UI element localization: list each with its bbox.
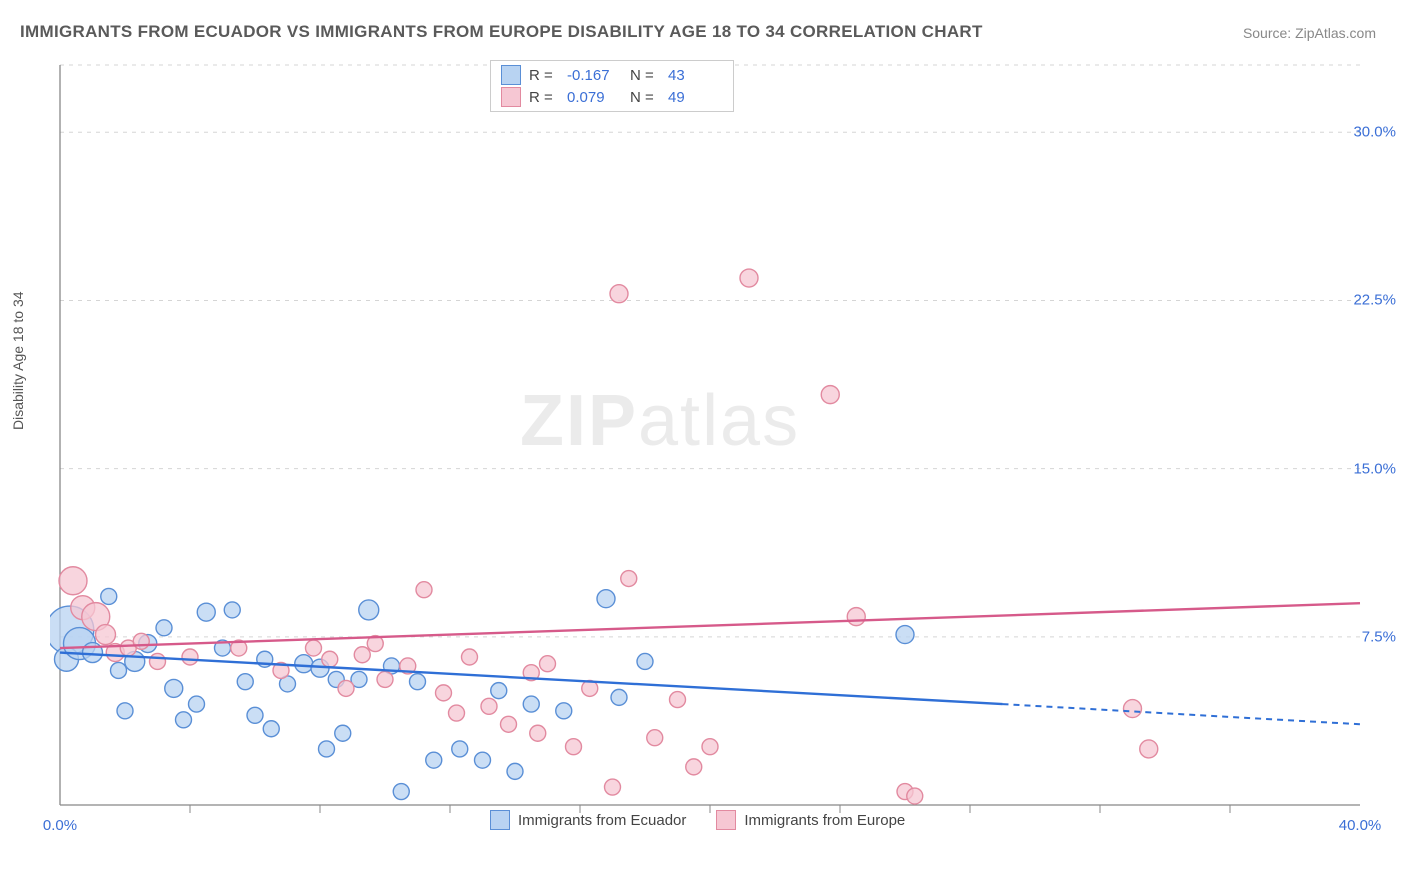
chart-area: ZIPatlas R =-0.167N =43R =0.079N =49 Imm… xyxy=(50,60,1370,830)
source-label: Source: xyxy=(1243,25,1291,41)
scatter-point xyxy=(96,625,116,645)
r-label: R = xyxy=(529,67,559,84)
scatter-point xyxy=(491,683,507,699)
scatter-point xyxy=(907,788,923,804)
scatter-point xyxy=(621,571,637,587)
scatter-point xyxy=(165,679,183,697)
scatter-point xyxy=(176,712,192,728)
scatter-point xyxy=(189,696,205,712)
y-tick-label: 22.5% xyxy=(1353,292,1396,309)
scatter-point xyxy=(247,707,263,723)
scatter-point xyxy=(263,721,279,737)
chart-title: IMMIGRANTS FROM ECUADOR VS IMMIGRANTS FR… xyxy=(20,22,983,42)
scatter-point xyxy=(393,784,409,800)
scatter-point xyxy=(295,655,313,673)
scatter-point xyxy=(319,741,335,757)
scatter-point xyxy=(740,269,758,287)
n-value: 49 xyxy=(668,89,723,106)
scatter-point xyxy=(452,741,468,757)
scatter-point xyxy=(156,620,172,636)
scatter-point xyxy=(896,626,914,644)
n-label: N = xyxy=(630,67,660,84)
scatter-point xyxy=(670,692,686,708)
scatter-point xyxy=(237,674,253,690)
scatter-point xyxy=(556,703,572,719)
scatter-point xyxy=(182,649,198,665)
scatter-point xyxy=(702,739,718,755)
scatter-point xyxy=(1124,700,1142,718)
scatter-point xyxy=(410,674,426,690)
scatter-point xyxy=(462,649,478,665)
scatter-point xyxy=(359,600,379,620)
scatter-chart-svg xyxy=(50,60,1370,830)
scatter-point xyxy=(481,698,497,714)
r-value: -0.167 xyxy=(567,67,622,84)
n-value: 43 xyxy=(668,67,723,84)
legend-label: Immigrants from Europe xyxy=(744,812,905,829)
y-tick-label: 7.5% xyxy=(1362,628,1396,645)
scatter-point xyxy=(436,685,452,701)
scatter-point xyxy=(475,752,491,768)
scatter-point xyxy=(637,653,653,669)
trend-line-dashed xyxy=(1003,704,1361,724)
source-attribution: Source: ZipAtlas.com xyxy=(1243,25,1376,41)
correlation-legend: R = -0.167 N = 43 R = 0.079 N = 49 xyxy=(490,60,734,112)
n-label: N = xyxy=(630,89,660,106)
legend-row: R = 0.079 N = 49 xyxy=(501,86,723,108)
scatter-point xyxy=(150,653,166,669)
series-legend: Immigrants from Ecuador Immigrants from E… xyxy=(490,810,905,830)
scatter-point xyxy=(133,633,149,649)
scatter-point xyxy=(686,759,702,775)
scatter-point xyxy=(605,779,621,795)
scatter-point xyxy=(507,763,523,779)
scatter-point xyxy=(426,752,442,768)
scatter-point xyxy=(821,386,839,404)
scatter-point xyxy=(354,647,370,663)
legend-row: R = -0.167 N = 43 xyxy=(501,64,723,86)
legend-swatch xyxy=(501,87,521,107)
x-tick-label: 40.0% xyxy=(1339,817,1382,834)
legend-item: Immigrants from Europe xyxy=(716,810,905,830)
scatter-point xyxy=(523,696,539,712)
scatter-point xyxy=(306,640,322,656)
scatter-point xyxy=(111,662,127,678)
r-value: 0.079 xyxy=(567,89,622,106)
legend-item: Immigrants from Ecuador xyxy=(490,810,686,830)
scatter-point xyxy=(501,716,517,732)
scatter-point xyxy=(597,590,615,608)
source-link[interactable]: ZipAtlas.com xyxy=(1295,25,1376,41)
y-tick-label: 15.0% xyxy=(1353,460,1396,477)
scatter-point xyxy=(611,689,627,705)
scatter-point xyxy=(566,739,582,755)
scatter-point xyxy=(197,603,215,621)
legend-swatch xyxy=(501,65,521,85)
y-axis-label: Disability Age 18 to 34 xyxy=(10,291,26,430)
legend-swatch xyxy=(716,810,736,830)
scatter-point xyxy=(59,567,87,595)
legend-label: Immigrants from Ecuador xyxy=(518,812,686,829)
scatter-point xyxy=(416,582,432,598)
scatter-point xyxy=(530,725,546,741)
scatter-point xyxy=(1140,740,1158,758)
scatter-point xyxy=(322,651,338,667)
scatter-point xyxy=(540,656,556,672)
scatter-point xyxy=(338,680,354,696)
scatter-point xyxy=(610,285,628,303)
scatter-point xyxy=(101,588,117,604)
legend-swatch xyxy=(490,810,510,830)
scatter-point xyxy=(117,703,133,719)
y-tick-label: 30.0% xyxy=(1353,124,1396,141)
scatter-point xyxy=(847,608,865,626)
scatter-point xyxy=(224,602,240,618)
trend-line xyxy=(60,603,1360,648)
r-label: R = xyxy=(529,89,559,106)
scatter-point xyxy=(647,730,663,746)
x-tick-label: 0.0% xyxy=(43,817,77,834)
scatter-point xyxy=(335,725,351,741)
scatter-point xyxy=(377,671,393,687)
scatter-point xyxy=(449,705,465,721)
